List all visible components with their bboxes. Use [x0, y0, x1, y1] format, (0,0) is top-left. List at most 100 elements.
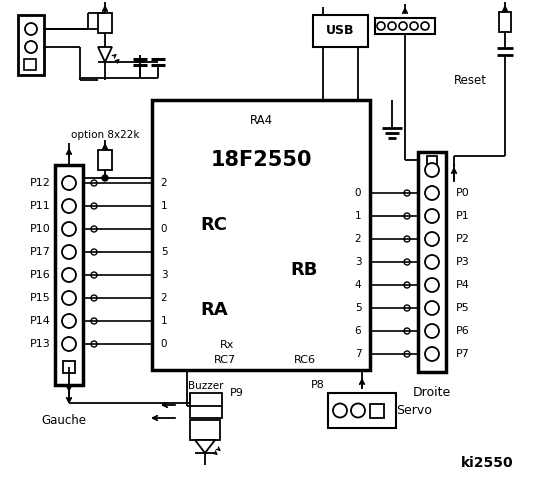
Bar: [55, 165, 83, 385]
Circle shape: [351, 404, 365, 418]
Bar: [24, 59, 36, 70]
Text: 0: 0: [161, 339, 167, 349]
Text: P3: P3: [456, 257, 469, 267]
Text: 1: 1: [161, 316, 168, 326]
Circle shape: [404, 236, 410, 242]
Text: RC6: RC6: [294, 355, 316, 365]
Circle shape: [425, 209, 439, 223]
Bar: [98, 150, 112, 170]
Circle shape: [62, 268, 76, 282]
Polygon shape: [195, 440, 215, 453]
Circle shape: [425, 232, 439, 246]
Circle shape: [91, 341, 97, 347]
Text: 0: 0: [161, 224, 167, 234]
Bar: [18, 15, 44, 75]
Text: P17: P17: [30, 247, 51, 257]
Text: ki2550: ki2550: [461, 456, 513, 470]
Text: P15: P15: [30, 293, 51, 303]
Text: P4: P4: [456, 280, 470, 290]
Circle shape: [404, 213, 410, 219]
Circle shape: [91, 295, 97, 301]
Text: Servo: Servo: [396, 404, 432, 417]
Text: P11: P11: [30, 201, 51, 211]
Text: option 8x22k: option 8x22k: [71, 130, 139, 140]
Bar: [313, 15, 368, 47]
Text: Gauche: Gauche: [41, 415, 86, 428]
Text: 6: 6: [354, 326, 361, 336]
Circle shape: [404, 328, 410, 334]
Bar: [98, 13, 112, 33]
Text: 1: 1: [161, 201, 168, 211]
Bar: [190, 393, 222, 418]
Text: 2: 2: [354, 234, 361, 244]
Text: 3: 3: [354, 257, 361, 267]
Circle shape: [425, 255, 439, 269]
Circle shape: [91, 272, 97, 278]
Circle shape: [410, 22, 418, 30]
Circle shape: [404, 305, 410, 311]
Bar: [152, 100, 370, 370]
Text: RA4: RA4: [249, 113, 273, 127]
Text: 4: 4: [354, 280, 361, 290]
Text: P9: P9: [230, 388, 244, 398]
Text: P13: P13: [30, 339, 51, 349]
Bar: [375, 18, 435, 34]
Circle shape: [425, 301, 439, 315]
Circle shape: [62, 176, 76, 190]
Text: P2: P2: [456, 234, 470, 244]
Bar: [63, 361, 75, 373]
Text: Buzzer: Buzzer: [188, 381, 224, 391]
Text: P16: P16: [30, 270, 51, 280]
Bar: [328, 393, 396, 428]
Circle shape: [333, 404, 347, 418]
Circle shape: [91, 226, 97, 232]
Circle shape: [425, 186, 439, 200]
Circle shape: [62, 291, 76, 305]
Circle shape: [91, 249, 97, 255]
Circle shape: [404, 282, 410, 288]
Circle shape: [377, 22, 385, 30]
Text: 5: 5: [161, 247, 168, 257]
Text: Droite: Droite: [413, 385, 451, 398]
Text: P7: P7: [456, 349, 470, 359]
Text: RA: RA: [200, 301, 228, 319]
Bar: [190, 420, 220, 440]
Text: 5: 5: [354, 303, 361, 313]
Circle shape: [404, 351, 410, 357]
Bar: [418, 152, 446, 372]
Text: 0: 0: [355, 188, 361, 198]
Text: RC7: RC7: [214, 355, 236, 365]
Bar: [499, 12, 511, 32]
Text: P12: P12: [30, 178, 51, 188]
Circle shape: [425, 324, 439, 338]
Circle shape: [62, 337, 76, 351]
Circle shape: [425, 278, 439, 292]
Circle shape: [399, 22, 407, 30]
Text: P6: P6: [456, 326, 469, 336]
Text: P14: P14: [30, 316, 51, 326]
Text: Reset: Reset: [453, 73, 487, 86]
Text: P5: P5: [456, 303, 469, 313]
Circle shape: [25, 23, 37, 35]
Circle shape: [404, 259, 410, 265]
Circle shape: [62, 222, 76, 236]
Text: 1: 1: [354, 211, 361, 221]
Text: RC: RC: [200, 216, 227, 234]
Circle shape: [91, 180, 97, 186]
Circle shape: [425, 163, 439, 177]
Text: P8: P8: [311, 380, 325, 390]
Text: 3: 3: [161, 270, 168, 280]
Text: USB: USB: [326, 24, 355, 37]
Text: 18F2550: 18F2550: [210, 150, 312, 170]
Circle shape: [62, 245, 76, 259]
Bar: [370, 404, 384, 418]
Circle shape: [25, 41, 37, 53]
Circle shape: [91, 203, 97, 209]
Circle shape: [404, 190, 410, 196]
Circle shape: [425, 347, 439, 361]
Text: Rx: Rx: [220, 340, 234, 350]
Text: P0: P0: [456, 188, 469, 198]
Circle shape: [421, 22, 429, 30]
Text: 2: 2: [161, 178, 168, 188]
Circle shape: [91, 318, 97, 324]
